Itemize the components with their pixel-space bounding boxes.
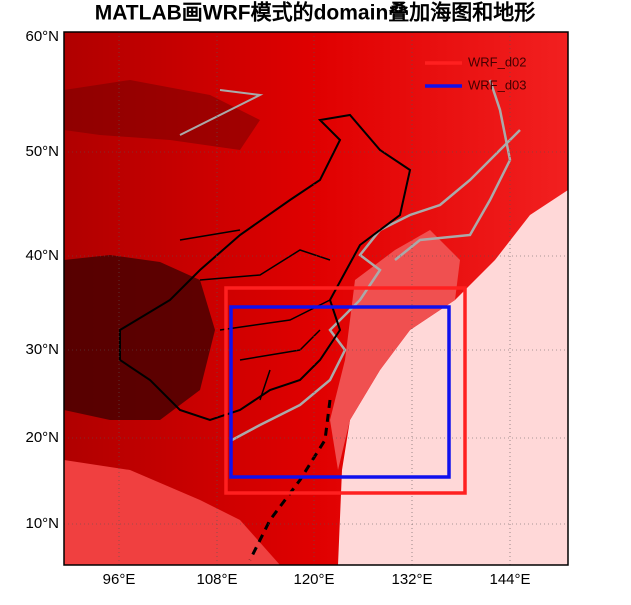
y-tick-label: 60°N <box>25 28 59 45</box>
x-tick-label: 108°E <box>196 571 237 588</box>
x-tick-label: 132°E <box>391 571 432 588</box>
y-tick-label: 10°N <box>25 515 59 532</box>
y-tick-label: 40°N <box>25 247 59 264</box>
ocean-shelf <box>330 230 460 470</box>
country-border <box>119 113 412 422</box>
south-sea-shelf <box>64 460 280 565</box>
x-tick-label: 96°E <box>103 571 136 588</box>
dashed-line <box>248 399 332 561</box>
legend-label: WRF_d03 <box>468 77 527 92</box>
lake-outline <box>179 89 264 136</box>
x-tick-label: 120°E <box>293 571 334 588</box>
highland-terrain <box>64 80 260 150</box>
y-tick-label: 30°N <box>25 341 59 358</box>
legend-label: WRF_d02 <box>468 54 527 69</box>
y-axis: 60°N 50°N 40°N 30°N 20°N 10°N <box>25 28 59 532</box>
coastline-japan <box>394 79 512 261</box>
domain-d03 <box>229 305 451 479</box>
legend: WRF_d02 WRF_d03 <box>425 54 527 92</box>
ocean-deep <box>338 190 568 565</box>
map-frame <box>63 31 569 566</box>
plateau-terrain <box>64 255 215 420</box>
map <box>63 31 569 566</box>
title: MATLAB画WRF模式的domain叠加海图和地形 <box>95 1 536 25</box>
x-tick-label: 144°E <box>489 571 530 588</box>
y-tick-label: 50°N <box>25 143 59 160</box>
x-axis: 96°E 108°E 120°E 132°E 144°E <box>103 571 531 588</box>
y-tick-label: 20°N <box>25 429 59 446</box>
coastline <box>231 129 521 442</box>
domain-d02 <box>224 286 467 495</box>
